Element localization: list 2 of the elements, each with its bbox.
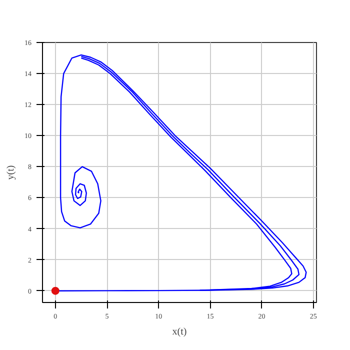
x-axis-title: x(t) bbox=[172, 326, 187, 338]
y-axis-title: y(t) bbox=[6, 165, 16, 180]
